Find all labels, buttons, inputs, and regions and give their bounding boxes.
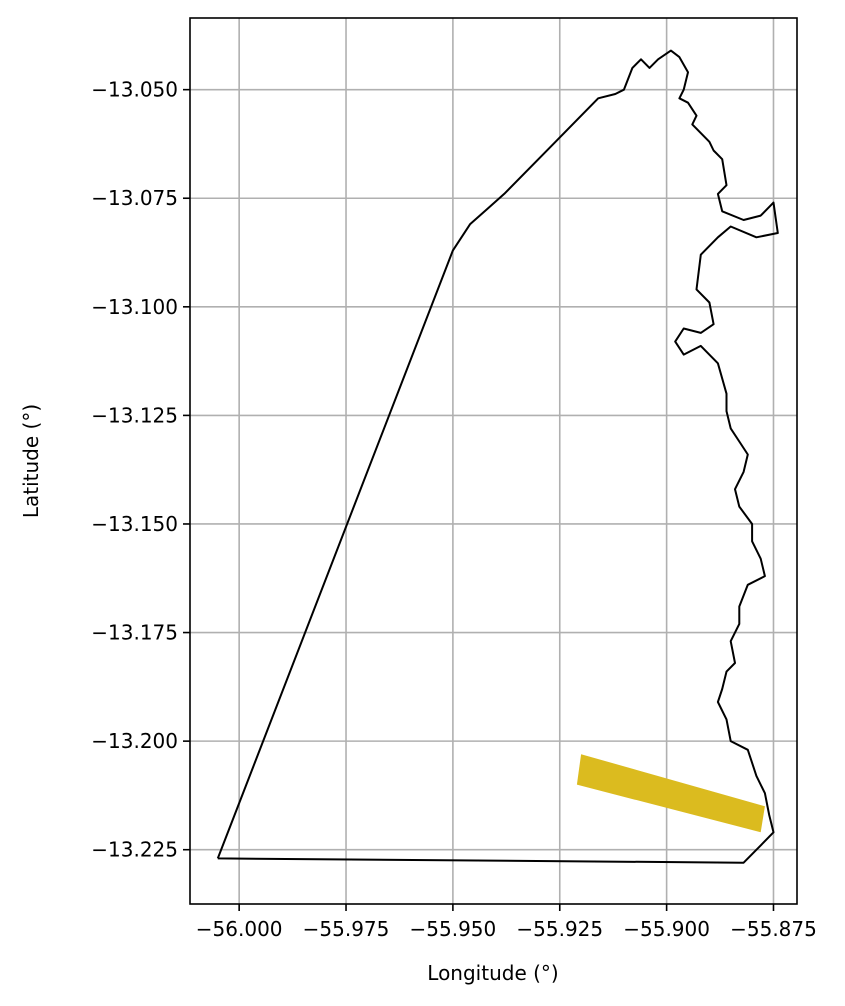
y-tick-label-0: −13.050 [91,78,178,102]
y-tick-label-3: −13.125 [91,403,178,427]
x-tick-label-2: −55.950 [410,917,497,941]
axis-ticks: −56.000 −55.975 −55.950 −55.925 −55.900 −55.8… [91,78,817,941]
highlight-region [576,754,765,833]
y-tick-label-4: −13.150 [91,512,178,536]
x-axis-label: Longitude (°) [427,961,558,985]
plot-frame [189,17,798,905]
region-boundary [216,49,779,864]
x-tick-label-1: −55.975 [303,917,390,941]
x-tick-label-4: −55.900 [623,917,710,941]
map-layers [216,49,779,864]
y-tick-label-6: −13.200 [91,729,178,753]
x-tick-label-5: −55.875 [730,917,817,941]
y-tick-label-7: −13.225 [91,838,178,862]
y-tick-label-2: −13.100 [91,295,178,319]
x-tick-label-3: −55.925 [516,917,603,941]
x-tick-label-0: −56.000 [196,917,283,941]
y-tick-label-5: −13.175 [91,621,178,645]
y-tick-label-1: −13.075 [91,186,178,210]
grid-lines [190,18,797,904]
y-axis-label: Latitude (°) [19,404,43,518]
